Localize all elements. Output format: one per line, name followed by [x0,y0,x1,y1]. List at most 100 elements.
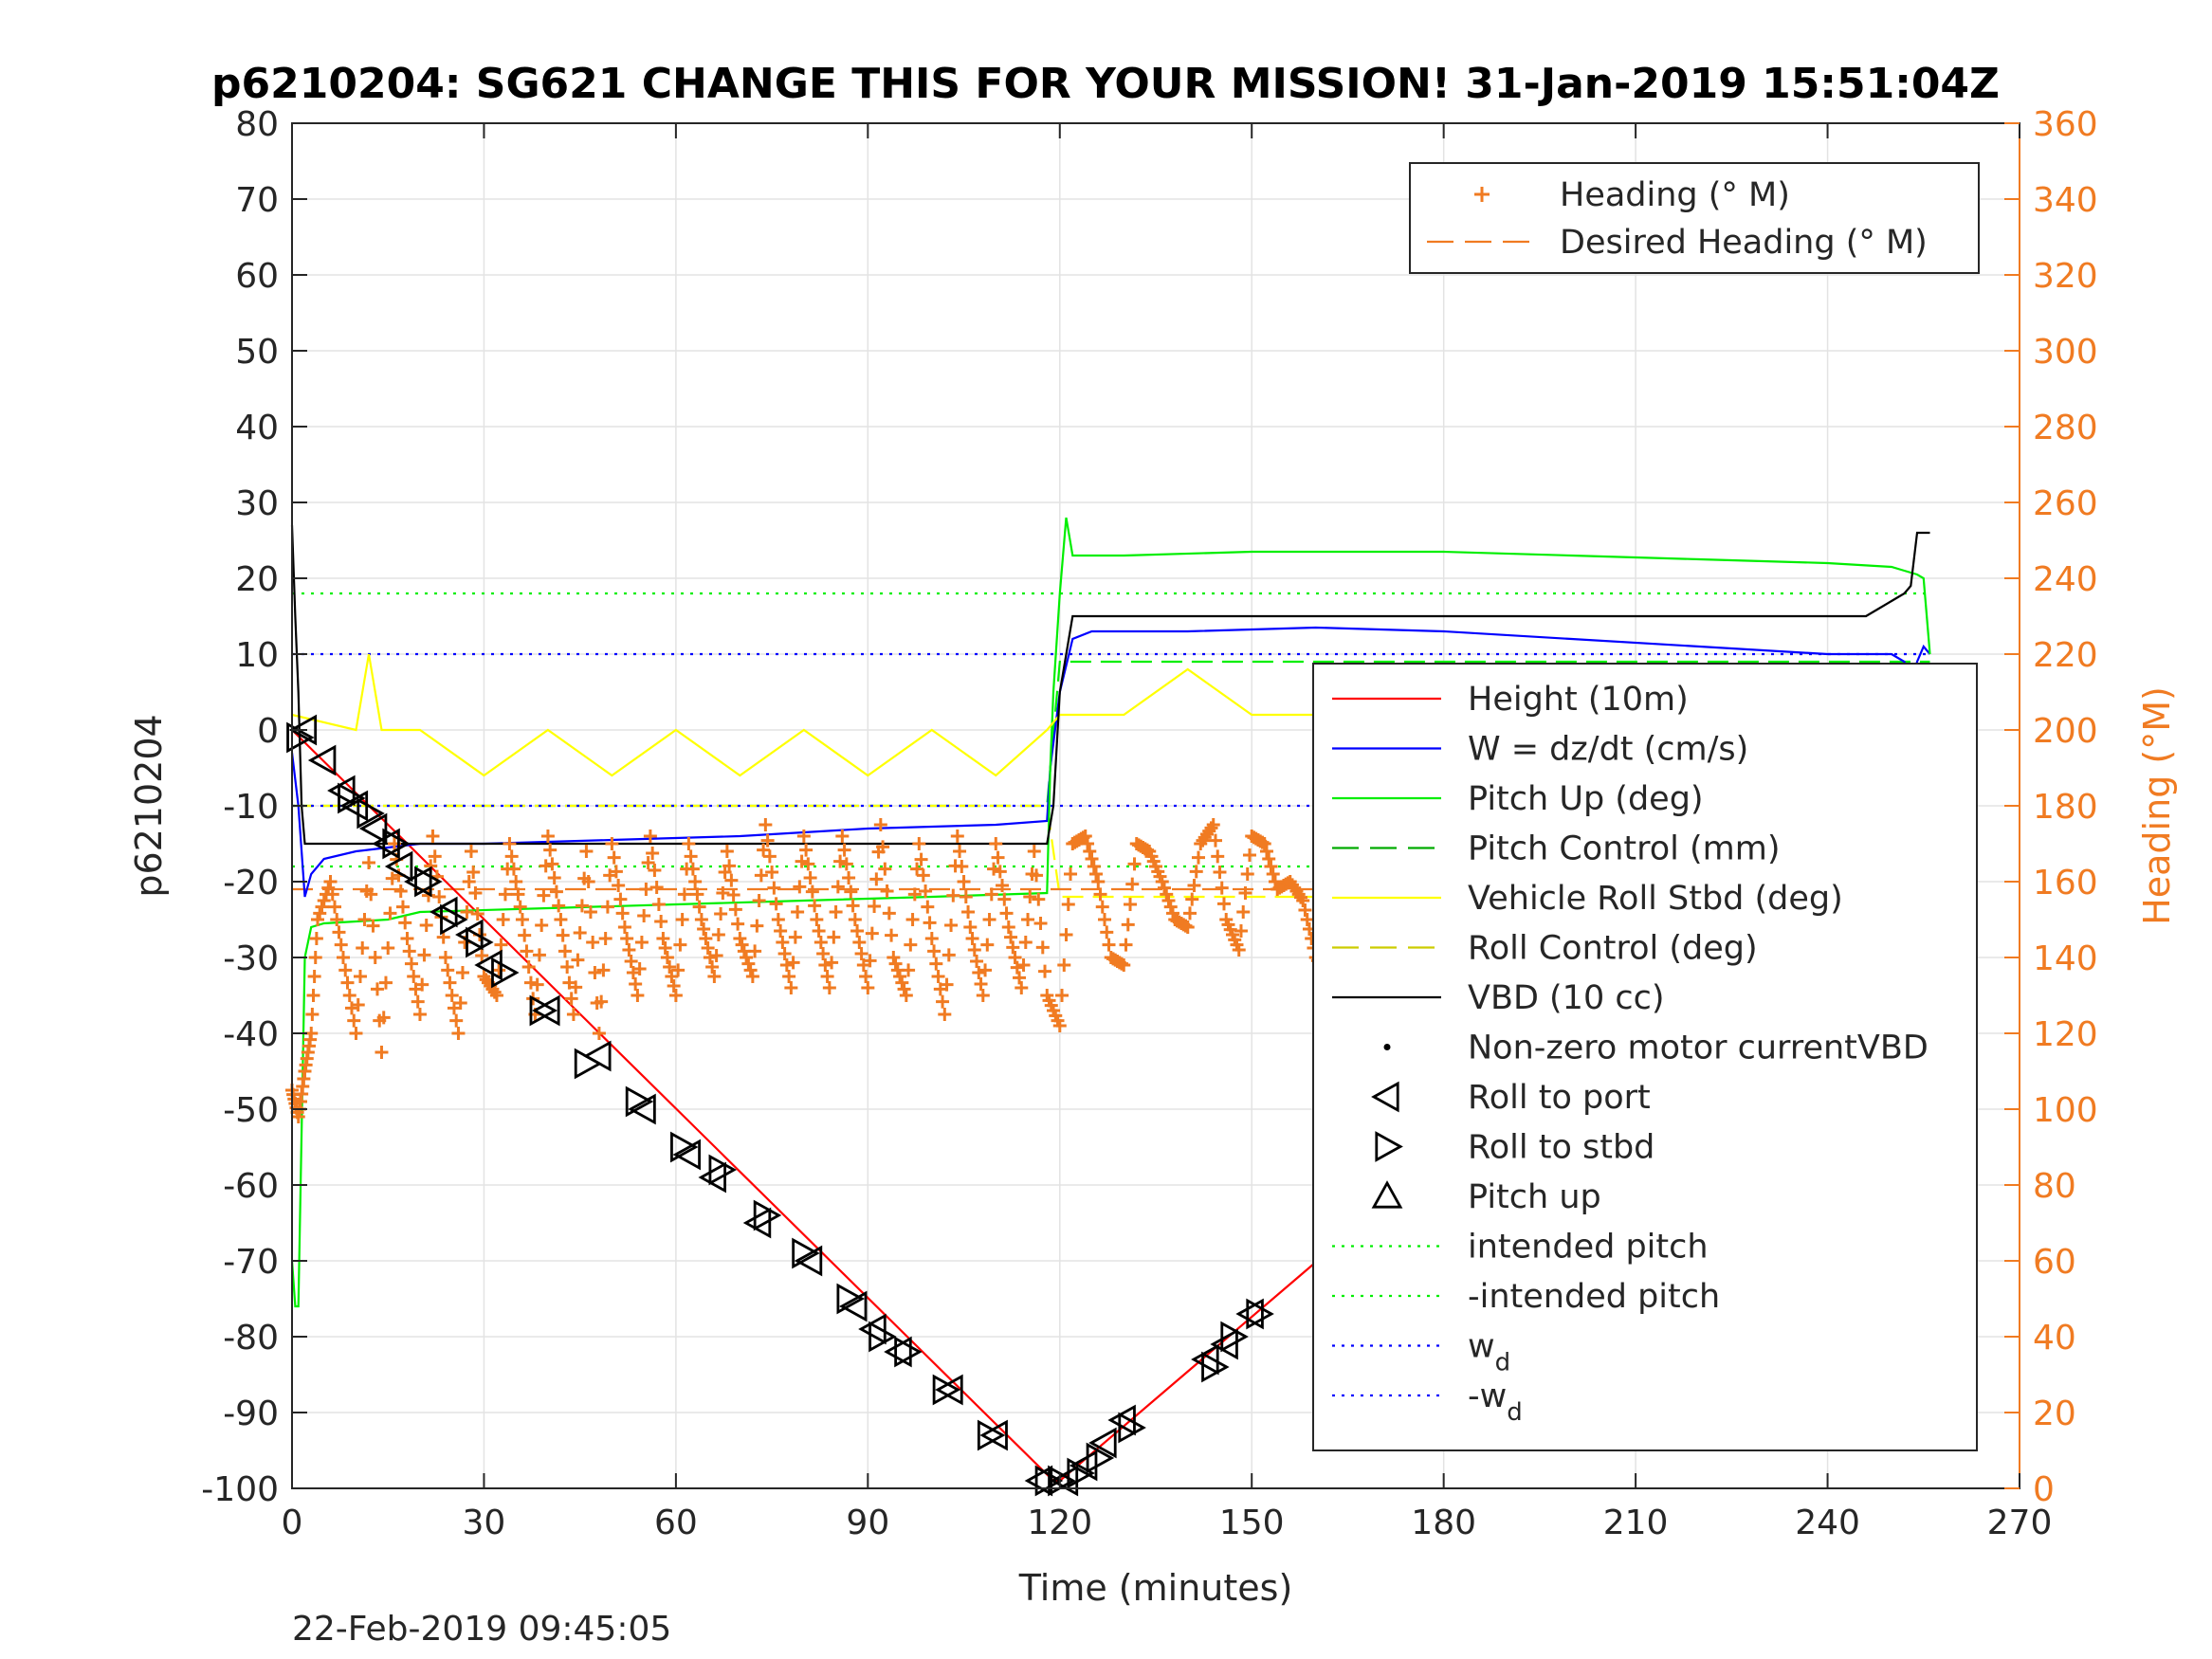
y-right-tick-label: 340 [2033,181,2098,220]
heading-point [402,944,416,958]
heading-point [684,849,698,864]
heading-point [1081,837,1095,850]
y-tick-label: -20 [223,864,279,902]
roll-to-stbd-marker [491,957,520,989]
y-right-tick-label: 360 [2033,105,2098,144]
heading-point [309,932,323,945]
y-tick-label: -70 [223,1243,279,1282]
heading-point [509,875,523,888]
roll-to-port-marker [884,1336,912,1368]
heading-point [376,1011,391,1025]
heading-point [865,926,879,940]
heading-point [600,900,614,914]
y-tick-label: -50 [223,1091,279,1130]
y-right-tick-label: 80 [2033,1167,2076,1206]
heading-point [919,884,933,898]
heading-point [991,850,1005,865]
heading-point [513,900,527,914]
heading-point [902,963,916,977]
heading-point [310,913,324,926]
heading-point [842,871,856,884]
y-tick-label: 70 [235,181,279,220]
heading-point [1091,875,1106,888]
roll-to-stbd-marker [466,926,494,958]
heading-point [831,880,845,894]
heading-point [1098,913,1112,926]
heading-point [1242,848,1256,862]
x-tick-label: 180 [1411,1504,1476,1542]
roll-to-stbd-marker [753,1199,782,1231]
heading-point [1059,928,1073,941]
heading-point [419,919,433,932]
heading-point [535,919,549,932]
y-tick-label: 50 [235,333,279,372]
roll-to-port-marker [358,812,388,845]
heading-point [521,960,536,974]
roll-to-port-marker [455,919,484,951]
heading-point [1004,930,1018,944]
heading-point [1264,860,1278,873]
heading-point [518,928,532,942]
heading-point [803,871,817,884]
heading-point [344,1001,358,1015]
heading-point [489,989,503,1002]
heading-point [1089,867,1104,881]
roll-to-port-marker [935,1374,963,1406]
heading-point [445,989,459,1002]
heading-point [549,884,563,899]
heading-point [617,921,631,934]
heading-point [961,905,976,919]
heading-point [978,963,993,977]
heading-point [671,963,686,977]
roll-to-port-marker [430,896,458,928]
heading-point [895,975,909,990]
heading-point [1061,898,1075,911]
heading-point [677,887,691,902]
series-line-vbd-10-cc- [290,524,1930,846]
heading-point [503,837,517,850]
heading-point [393,884,408,898]
heading-point [579,845,594,858]
heading-point [703,951,717,964]
heading-point [330,913,344,926]
heading-point [970,955,984,968]
heading-point [307,970,321,983]
heading-point [1085,852,1099,866]
roll-to-port-marker [307,744,337,776]
y-tick-label: -10 [223,788,279,827]
heading-point [771,913,785,926]
heading-point [1185,892,1199,906]
roll-to-stbd-marker [625,1085,654,1118]
x-tick-label: 120 [1027,1504,1092,1542]
heading-point [404,957,418,971]
heading-point [464,845,478,858]
y-tick-label: -80 [223,1319,279,1358]
heading-point [381,941,395,955]
heading-point [818,958,832,972]
legend-subscript: d [1507,1398,1523,1427]
x-axis-ticks: 0 30 60 90 120 150 180 210 240 270 [282,123,2052,1542]
heading-point [1180,921,1195,934]
heading-point [1266,867,1280,881]
heading-point [786,956,800,970]
heading-point [989,837,1003,850]
heading-point [375,1046,389,1059]
heading-point [1155,875,1169,888]
heading-point [1016,958,1031,972]
heading-point [1211,849,1225,864]
roll-to-port-marker [628,1093,656,1125]
heading-point [1013,971,1027,985]
heading-point [552,899,566,913]
series-line-pitch-up-deg- [290,517,1931,1308]
legend-item-label: Pitch Control (mm) [1468,830,1780,868]
legend-roll-port-symbol [1371,1081,1399,1113]
heading-point [859,970,873,983]
roll-to-port-marker [858,1313,887,1345]
heading-point [460,905,474,919]
heading-point [814,936,828,949]
heading-point [1023,890,1037,903]
heading-point [899,989,913,1002]
heading-point [759,818,773,831]
y-tick-label: -40 [223,1015,279,1054]
heading-point [1182,906,1197,921]
